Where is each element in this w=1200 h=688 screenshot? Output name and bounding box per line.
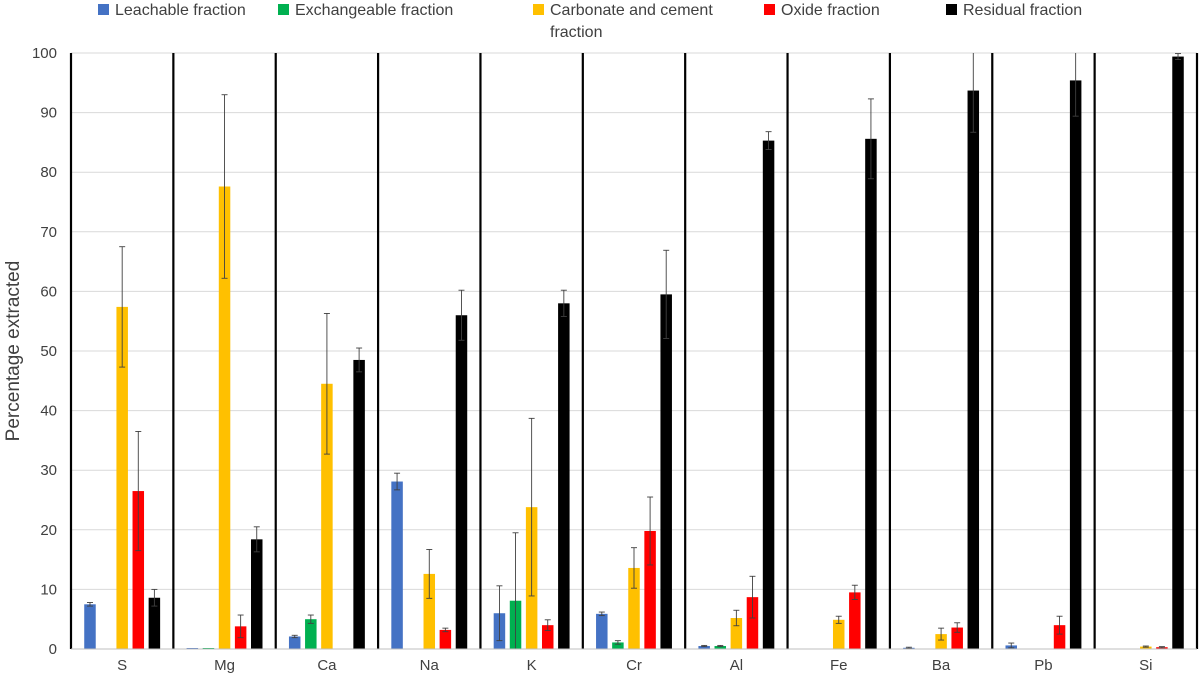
y-tick-label: 60	[40, 283, 57, 300]
x-tick-label: Ba	[932, 657, 951, 674]
y-tick-label: 70	[40, 224, 57, 241]
bar	[644, 530, 656, 649]
x-tick-label: Pb	[1034, 657, 1052, 674]
bar	[762, 140, 775, 649]
bar	[596, 613, 608, 649]
x-tick-label: Cr	[626, 657, 642, 674]
y-tick-label: 0	[49, 641, 57, 658]
axes: 0 10 20 30 40 50 60 70 80 90 100 S Mg Ca Na K Cr Al Fe Ba Pb…	[32, 45, 1197, 674]
bar	[967, 90, 980, 650]
x-tick-label: Na	[420, 657, 440, 674]
category-separators	[69, 53, 1199, 649]
legend-label: Carbonate and cement fraction	[550, 2, 713, 41]
y-tick-label: 40	[40, 403, 57, 420]
x-tick-label: K	[527, 657, 537, 674]
legend-swatch	[98, 4, 109, 15]
bar	[1172, 56, 1184, 650]
bar	[132, 491, 145, 649]
bar	[714, 646, 727, 649]
error-bars	[86, 53, 1182, 650]
y-tick-label: 100	[32, 45, 57, 62]
y-tick-label: 30	[40, 462, 57, 479]
bar	[698, 646, 710, 649]
legend-swatch	[764, 4, 775, 15]
legend-swatch	[278, 4, 289, 15]
bar	[439, 629, 452, 649]
bar	[628, 567, 640, 649]
bar	[423, 573, 436, 649]
bar	[935, 634, 947, 649]
bar	[865, 138, 877, 649]
bar	[730, 618, 743, 649]
x-tick-label: Al	[730, 657, 743, 674]
bar	[849, 592, 861, 649]
bar	[250, 539, 263, 649]
legend-swatch	[533, 4, 544, 15]
bar	[455, 315, 468, 649]
gridlines	[71, 52, 1197, 590]
x-tick-label: Fe	[830, 657, 848, 674]
legend: Leachable fraction Exchangeable fraction C…	[98, 2, 1082, 41]
bar	[353, 359, 365, 649]
bar	[660, 294, 672, 649]
x-tick-label: Si	[1139, 657, 1152, 674]
bar	[1140, 646, 1152, 649]
bar	[746, 597, 759, 649]
bar	[391, 481, 403, 649]
bar	[218, 186, 231, 649]
bar	[321, 383, 333, 649]
bar	[116, 306, 128, 649]
legend-swatch	[946, 4, 957, 15]
bar	[541, 625, 554, 649]
bar	[832, 619, 845, 649]
bar	[148, 597, 161, 649]
legend-label: Oxide fraction	[781, 2, 880, 19]
bar	[84, 604, 96, 649]
bar	[612, 642, 624, 649]
bar	[288, 636, 301, 649]
y-tick-label: 20	[40, 522, 57, 539]
x-tick-label: Ca	[317, 657, 337, 674]
legend-label: Residual fraction	[963, 2, 1082, 19]
bar	[305, 619, 317, 649]
y-axis-label: Percentage extracted	[3, 261, 24, 442]
legend-label: Leachable fraction	[115, 2, 246, 19]
y-tick-label: 90	[40, 105, 57, 122]
y-tick-label: 50	[40, 343, 57, 360]
bar	[1069, 80, 1082, 649]
x-tick-label: Mg	[214, 657, 235, 674]
legend-label: Exchangeable fraction	[295, 2, 453, 19]
y-tick-label: 80	[40, 164, 57, 181]
y-tick-label: 10	[40, 581, 57, 598]
bar	[1053, 625, 1066, 649]
x-tick-label: S	[117, 657, 127, 674]
bar	[558, 303, 570, 649]
bar	[951, 627, 963, 649]
